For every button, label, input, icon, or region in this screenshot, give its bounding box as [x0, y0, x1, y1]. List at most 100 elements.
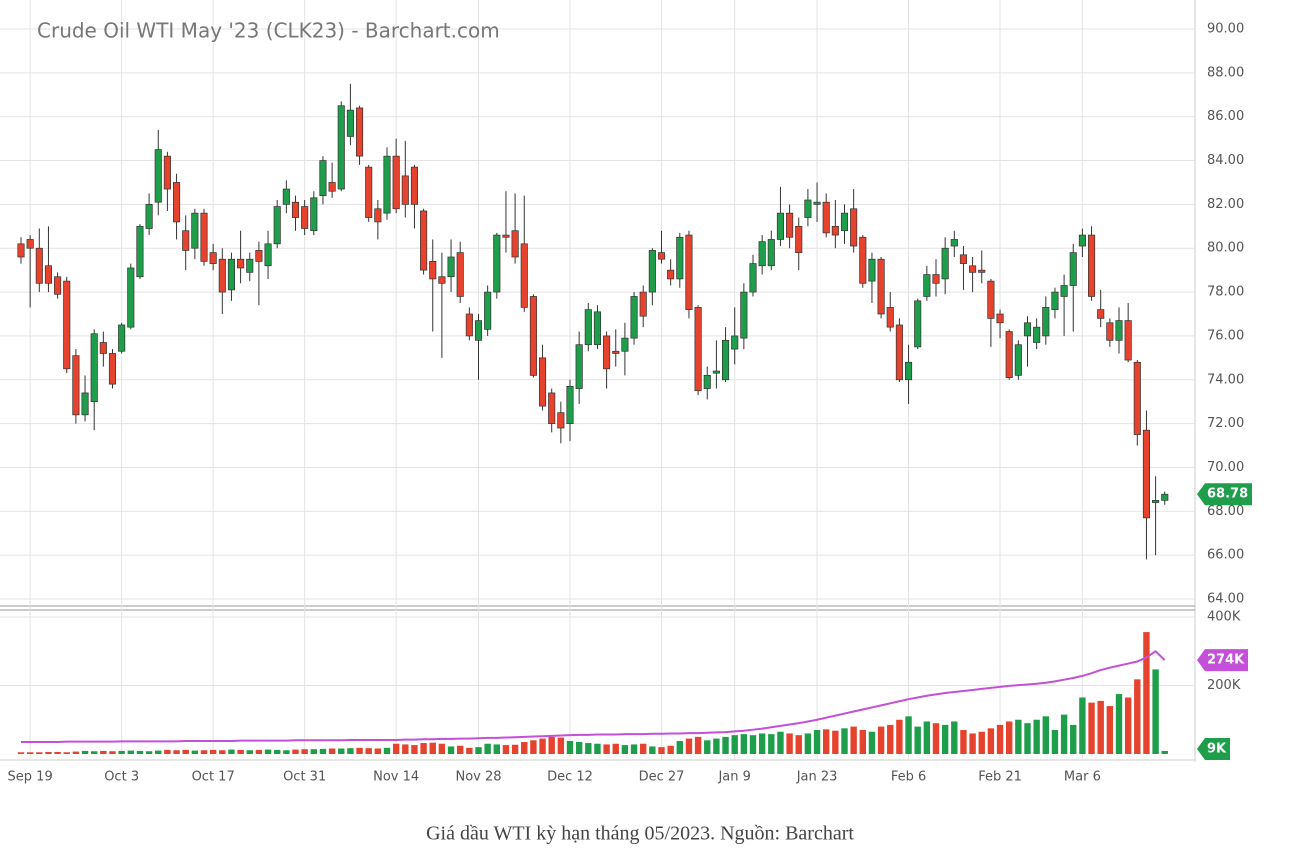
- volume-bar: [694, 736, 702, 754]
- y-tick-label: 70.00: [1207, 460, 1244, 475]
- candle-body: [1069, 252, 1077, 286]
- candle-body: [923, 274, 931, 297]
- last-price-flag: [1197, 483, 1252, 506]
- volume-bar: [36, 752, 43, 754]
- volume-bar: [996, 724, 1004, 754]
- candle-body: [667, 269, 675, 280]
- candle-body: [1106, 322, 1114, 341]
- average-flag: [1197, 649, 1248, 672]
- volume-bar: [328, 748, 336, 754]
- candle-body: [237, 258, 245, 269]
- candle-body: [904, 361, 913, 381]
- x-tick-label: Nov 28: [455, 770, 501, 785]
- candle-body: [621, 337, 629, 352]
- candle-body: [1023, 322, 1032, 337]
- candle-body: [301, 206, 309, 229]
- volume-bar: [1024, 723, 1031, 754]
- candle-body: [950, 239, 958, 247]
- candle-body: [612, 350, 620, 354]
- volume-bar: [960, 730, 967, 754]
- candle-body: [420, 210, 428, 271]
- volume-bar: [81, 750, 89, 754]
- volume-bar: [1115, 694, 1123, 754]
- volume-bar: [1033, 719, 1040, 754]
- volume-bar: [658, 747, 665, 754]
- volume-bar: [548, 736, 555, 754]
- candle-body: [932, 274, 940, 284]
- volume-bar: [804, 733, 812, 754]
- volume-bar: [530, 740, 537, 754]
- grid: [0, 0, 1195, 760]
- volume-bar: [887, 724, 894, 754]
- candle-body: [1087, 234, 1096, 297]
- candle-body: [1060, 285, 1068, 297]
- x-tick-label: Oct 3: [104, 770, 139, 785]
- y-tick-label: 68.00: [1207, 504, 1244, 519]
- volume-bar: [484, 743, 491, 754]
- volume-bar: [932, 723, 940, 754]
- volume-bar: [475, 747, 482, 754]
- candle-body: [529, 296, 537, 376]
- x-tick-label: Dec 12: [547, 770, 593, 785]
- candle-body: [603, 335, 611, 370]
- candle-body: [859, 236, 867, 284]
- y-tick-label: 200K: [1207, 678, 1241, 693]
- y-tick-label: 80.00: [1207, 241, 1244, 256]
- candle-body: [218, 258, 226, 293]
- volume-bar: [795, 735, 802, 754]
- volume-bar: [905, 716, 912, 754]
- volume-bar: [1060, 714, 1068, 754]
- x-tick-label: Jan 23: [796, 770, 838, 785]
- volume-bar: [374, 748, 382, 754]
- y-tick-label: 84.00: [1207, 153, 1244, 168]
- candle-body: [154, 149, 162, 203]
- x-tick-label: Oct 17: [192, 770, 235, 785]
- candle-body: [511, 230, 519, 258]
- candle-body: [749, 263, 757, 293]
- candle-body: [136, 225, 144, 278]
- volume-bar: [438, 743, 446, 754]
- candle-body: [520, 243, 528, 308]
- volume-bar: [923, 721, 931, 754]
- volume-bar: [978, 731, 985, 754]
- x-tick-label: Oct 31: [283, 770, 326, 785]
- candle-body: [182, 230, 190, 251]
- candle-body: [456, 252, 464, 297]
- candle-body: [200, 212, 208, 262]
- candle-body: [410, 166, 419, 205]
- volume-bar: [649, 746, 656, 754]
- volume-bar: [429, 742, 436, 754]
- candle-body: [1115, 320, 1123, 341]
- candle-body: [227, 258, 236, 291]
- volume-bar: [585, 743, 592, 754]
- volume-bar: [228, 749, 235, 754]
- chart-title: Crude Oil WTI May '23 (CLK23) - Barchart…: [37, 19, 500, 43]
- volume-bar: [173, 750, 180, 754]
- volume-bar: [740, 734, 748, 754]
- candle-body: [1097, 309, 1105, 319]
- candle-body: [99, 342, 107, 354]
- candle-body: [795, 225, 803, 253]
- volume-bar: [319, 748, 327, 754]
- volume-bar: [255, 749, 263, 754]
- candle-body: [246, 258, 254, 273]
- volume-bar: [493, 744, 500, 754]
- x-tick-label: Sep 19: [8, 770, 53, 785]
- candle-body: [850, 208, 858, 247]
- x-tick-label: Nov 14: [373, 770, 419, 785]
- volume-bar: [118, 750, 125, 754]
- candle-body: [163, 155, 171, 190]
- volume-bar: [786, 733, 793, 754]
- candle-body: [1051, 291, 1059, 310]
- volume-bar: [941, 724, 949, 754]
- candle-body: [502, 234, 510, 238]
- x-tick-label: Jan 9: [717, 770, 750, 785]
- candle-body: [840, 212, 849, 232]
- volume-bar: [1124, 697, 1132, 754]
- volume-bar: [841, 728, 848, 754]
- candle-body: [996, 313, 1004, 324]
- candle-body: [676, 236, 684, 280]
- volume-bar: [365, 748, 372, 754]
- volume-bar: [283, 750, 290, 754]
- candle-body: [328, 182, 336, 192]
